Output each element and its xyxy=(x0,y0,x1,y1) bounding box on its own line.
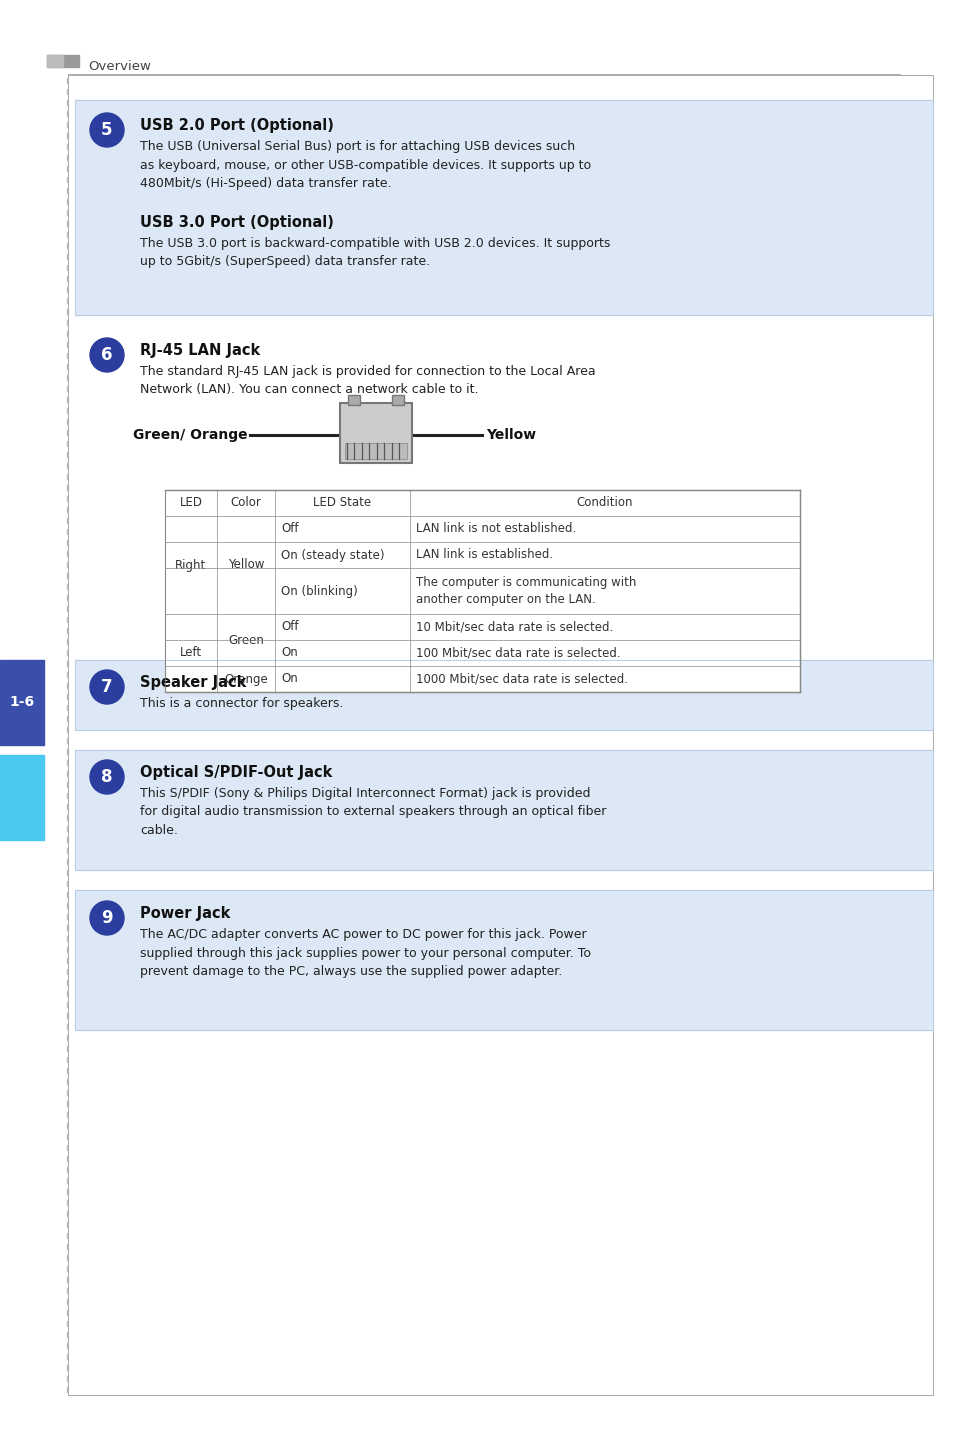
Circle shape xyxy=(90,338,124,372)
Text: 10 Mbit/sec data rate is selected.: 10 Mbit/sec data rate is selected. xyxy=(416,620,613,633)
Bar xyxy=(75,100,932,315)
Text: The AC/DC adapter converts AC power to DC power for this jack. Power
supplied th: The AC/DC adapter converts AC power to D… xyxy=(140,928,590,978)
Circle shape xyxy=(90,670,124,705)
Bar xyxy=(75,750,932,871)
Text: 6: 6 xyxy=(101,347,112,364)
Text: Green/ Orange: Green/ Orange xyxy=(133,428,248,442)
Text: On (blinking): On (blinking) xyxy=(281,584,357,597)
Text: Speaker Jack: Speaker Jack xyxy=(140,674,246,690)
Bar xyxy=(75,891,932,1030)
Text: This S/PDIF (Sony & Philips Digital Interconnect Format) jack is provided
for di: This S/PDIF (Sony & Philips Digital Inte… xyxy=(140,788,606,836)
Text: USB 3.0 Port (Optional): USB 3.0 Port (Optional) xyxy=(140,215,334,231)
Text: RJ-45 LAN Jack: RJ-45 LAN Jack xyxy=(140,344,260,358)
Text: The standard RJ-45 LAN jack is provided for connection to the Local Area
Network: The standard RJ-45 LAN jack is provided … xyxy=(140,365,595,397)
Text: 5: 5 xyxy=(101,120,112,139)
Text: Off: Off xyxy=(281,620,298,633)
Text: Green: Green xyxy=(228,633,264,646)
Text: On (steady state): On (steady state) xyxy=(281,548,384,561)
Text: Right: Right xyxy=(175,558,207,571)
Bar xyxy=(75,660,932,730)
Text: Orange: Orange xyxy=(224,673,268,686)
Text: On: On xyxy=(281,646,297,660)
Text: The computer is communicating with
another computer on the LAN.: The computer is communicating with anoth… xyxy=(416,576,636,606)
Text: On: On xyxy=(281,673,297,686)
Text: 100 Mbit/sec data rate is selected.: 100 Mbit/sec data rate is selected. xyxy=(416,646,620,660)
Text: Off: Off xyxy=(281,523,298,536)
Text: The USB 3.0 port is backward-compatible with USB 2.0 devices. It supports
up to : The USB 3.0 port is backward-compatible … xyxy=(140,238,610,269)
Bar xyxy=(75,891,932,1030)
Text: Power Jack: Power Jack xyxy=(140,906,230,921)
Text: 8: 8 xyxy=(101,768,112,786)
Bar xyxy=(75,750,932,871)
Bar xyxy=(348,395,359,405)
Circle shape xyxy=(90,901,124,935)
Bar xyxy=(47,54,79,67)
Text: Left: Left xyxy=(180,646,202,660)
Bar xyxy=(0,755,44,841)
Text: Yellow: Yellow xyxy=(228,558,264,571)
Text: 9: 9 xyxy=(101,909,112,927)
Text: The USB (Universal Serial Bus) port is for attaching USB devices such
as keyboar: The USB (Universal Serial Bus) port is f… xyxy=(140,140,591,190)
Circle shape xyxy=(90,113,124,147)
Bar xyxy=(75,100,932,315)
Text: LAN link is established.: LAN link is established. xyxy=(416,548,553,561)
Text: Yellow: Yellow xyxy=(485,428,536,442)
Text: Condition: Condition xyxy=(577,497,633,510)
Bar xyxy=(165,490,800,692)
Text: 7: 7 xyxy=(101,677,112,696)
Text: Optical S/PDIF-Out Jack: Optical S/PDIF-Out Jack xyxy=(140,765,332,780)
Bar xyxy=(392,395,403,405)
Bar xyxy=(0,660,44,745)
Bar xyxy=(75,660,932,730)
Text: 1000 Mbit/sec data rate is selected.: 1000 Mbit/sec data rate is selected. xyxy=(416,673,627,686)
Text: LED State: LED State xyxy=(314,497,371,510)
Bar xyxy=(345,442,407,460)
Text: LED: LED xyxy=(179,497,202,510)
Text: 1-6: 1-6 xyxy=(10,695,34,709)
Circle shape xyxy=(90,760,124,793)
Text: LAN link is not established.: LAN link is not established. xyxy=(416,523,576,536)
Text: Color: Color xyxy=(231,497,261,510)
Text: USB 2.0 Port (Optional): USB 2.0 Port (Optional) xyxy=(140,117,334,133)
Text: Overview: Overview xyxy=(88,60,151,73)
Bar xyxy=(339,402,412,463)
Bar xyxy=(47,54,63,67)
Text: This is a connector for speakers.: This is a connector for speakers. xyxy=(140,697,343,710)
